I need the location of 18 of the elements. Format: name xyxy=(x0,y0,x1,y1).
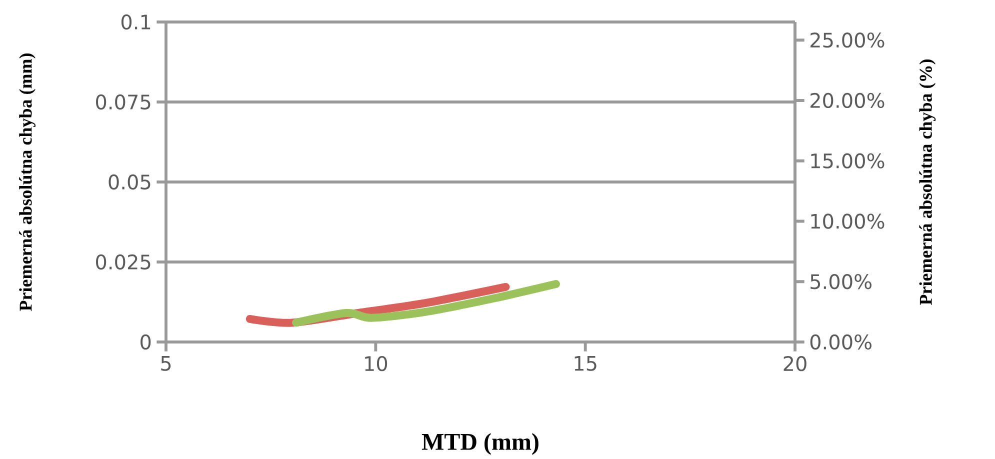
y-tick-label: 0.1 xyxy=(121,14,150,30)
y-tick-label: 0.05 xyxy=(108,174,150,190)
y2-tick-label: 25.00% xyxy=(810,32,884,48)
y2-axis-title: Priemerná absolútna chyba (%) xyxy=(919,59,936,305)
y2-tick-label: 0.00% xyxy=(810,334,872,350)
y-tick-label: 0.075 xyxy=(96,94,150,110)
y2-tick-label: 15.00% xyxy=(811,153,884,168)
x-tick-label: 5 xyxy=(161,356,171,371)
y2-tick-label: 5.00% xyxy=(810,274,872,290)
y-axis-title: Priemerná absolútna chyba (mm) xyxy=(19,53,36,311)
x-tick-label: 20 xyxy=(784,356,806,372)
y-tick-label: 0.025 xyxy=(96,254,150,270)
y2-tick-label: 10.00% xyxy=(811,214,884,229)
x-tick-label: 10 xyxy=(365,356,388,372)
y2-tick-label: 20.00% xyxy=(810,92,884,108)
x-tick-label: 15 xyxy=(574,356,596,371)
x-axis-title: MTD (mm) xyxy=(422,432,538,455)
y-tick-label: 0 xyxy=(140,334,151,350)
